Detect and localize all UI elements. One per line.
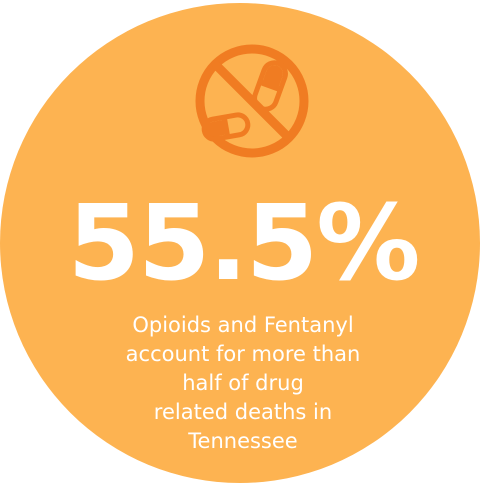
caption-line: half of drug: [182, 371, 304, 395]
background-circle: [0, 3, 480, 483]
caption-line: Tennessee: [187, 429, 297, 453]
no-drugs-icon: [195, 44, 309, 158]
headline-stat: 55.5%: [68, 182, 419, 304]
caption-line: account for more than: [126, 342, 361, 366]
caption: Opioids and Fentanyl account for more tha…: [126, 313, 361, 453]
caption-line: related deaths in: [154, 400, 332, 424]
caption-line: Opioids and Fentanyl: [132, 313, 353, 337]
